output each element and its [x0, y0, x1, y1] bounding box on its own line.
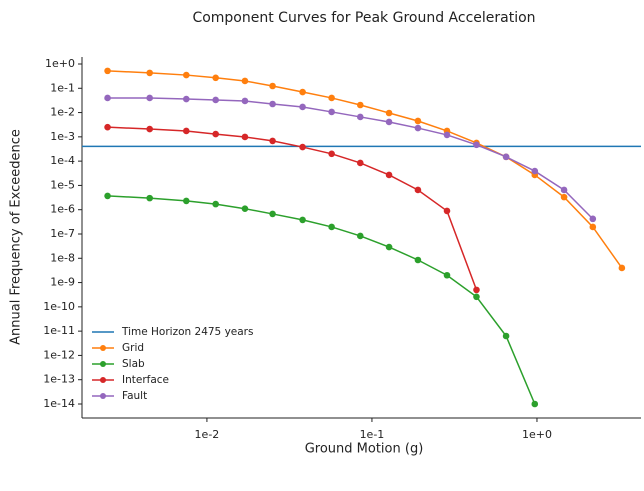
y-tick-label: 1e-1 [50, 81, 75, 94]
data-point [146, 125, 153, 133]
data-point [299, 216, 306, 224]
data-point [356, 159, 364, 167]
data-point [531, 400, 539, 408]
data-point [104, 94, 111, 102]
legend-label: Slab [122, 358, 145, 370]
data-point [182, 71, 190, 79]
data-point [414, 186, 422, 194]
data-point [241, 133, 249, 141]
y-tick-label: 1e-2 [50, 106, 75, 119]
data-point [269, 210, 276, 218]
x-axis-label: Ground Motion (g) [305, 442, 424, 457]
data-point [212, 74, 219, 82]
data-point [269, 100, 276, 108]
x-tick-label: 1e+0 [522, 428, 552, 441]
series-line [107, 126, 478, 291]
legend-label: Interface [122, 374, 169, 386]
y-tick-label: 1e-4 [50, 154, 75, 167]
y-tick-label: 1e-14 [43, 397, 75, 410]
data-point [385, 109, 393, 117]
data-point [618, 264, 626, 272]
y-tick-label: 1e-6 [50, 203, 75, 216]
data-point [560, 186, 568, 194]
data-point [212, 130, 219, 138]
data-point [502, 332, 510, 340]
data-point [212, 96, 219, 104]
data-point [328, 223, 335, 231]
data-point [502, 153, 510, 161]
data-point [414, 117, 422, 125]
series-line [107, 70, 623, 269]
data-point [385, 171, 393, 179]
data-point [473, 286, 480, 294]
data-point [182, 127, 190, 135]
data-point [531, 167, 539, 175]
data-point [414, 124, 422, 132]
data-point [146, 194, 153, 202]
y-tick-label: 1e-10 [43, 300, 75, 313]
x-tick-label: 1e-1 [360, 428, 385, 441]
legend-label: Grid [122, 342, 144, 354]
legend-marker [100, 377, 106, 383]
data-point [104, 192, 111, 200]
chart-title: Component Curves for Peak Ground Acceler… [192, 10, 535, 26]
data-point [328, 94, 335, 102]
y-tick-label: 1e-11 [43, 324, 75, 337]
data-point [443, 271, 451, 279]
legend: Time Horizon 2475 years Grid Slab Interface… [92, 326, 253, 402]
y-tick-label: 1e-13 [43, 373, 75, 386]
y-axis-label: Annual Frequency of Exceedence [9, 129, 24, 345]
y-tick-label: 1e-9 [50, 276, 75, 289]
series-line [107, 195, 536, 405]
data-point [589, 223, 597, 231]
data-point [385, 118, 393, 126]
data-point [589, 215, 597, 223]
y-tick-label: 1e-3 [50, 130, 75, 143]
y-tick-label: 1e-7 [50, 227, 75, 240]
legend-label: Time Horizon 2475 years [121, 326, 253, 338]
data-point [414, 256, 422, 264]
y-tick-label: 1e-12 [43, 348, 75, 361]
data-point [356, 232, 364, 240]
data-point [385, 243, 393, 251]
legend-marker [100, 393, 106, 399]
data-point [473, 141, 480, 149]
data-point [356, 113, 364, 121]
data-point [182, 197, 190, 205]
data-point [560, 193, 568, 201]
data-point [269, 137, 276, 145]
data-point [104, 67, 111, 75]
legend-label: Fault [122, 390, 147, 402]
data-point [473, 293, 480, 301]
y-tick-label: 1e-8 [50, 251, 75, 264]
data-point [241, 205, 249, 213]
data-point [443, 207, 451, 215]
data-point [299, 88, 306, 96]
data-point [328, 108, 335, 116]
x-tick-label: 1e-2 [195, 428, 220, 441]
data-point [104, 123, 111, 131]
data-point [241, 97, 249, 105]
data-point [299, 143, 306, 151]
data-point [146, 94, 153, 102]
data-point [146, 69, 153, 77]
legend-marker [100, 345, 106, 351]
y-tick-label: 1e-5 [50, 178, 75, 191]
legend-marker [100, 361, 106, 367]
data-point [269, 82, 276, 90]
data-point [299, 103, 306, 111]
data-point [182, 95, 190, 103]
y-tick-label: 1e+0 [45, 57, 75, 70]
data-point [241, 77, 249, 85]
data-point [443, 131, 451, 139]
data-point [356, 101, 364, 109]
data-point [328, 150, 335, 158]
data-point [212, 200, 219, 208]
